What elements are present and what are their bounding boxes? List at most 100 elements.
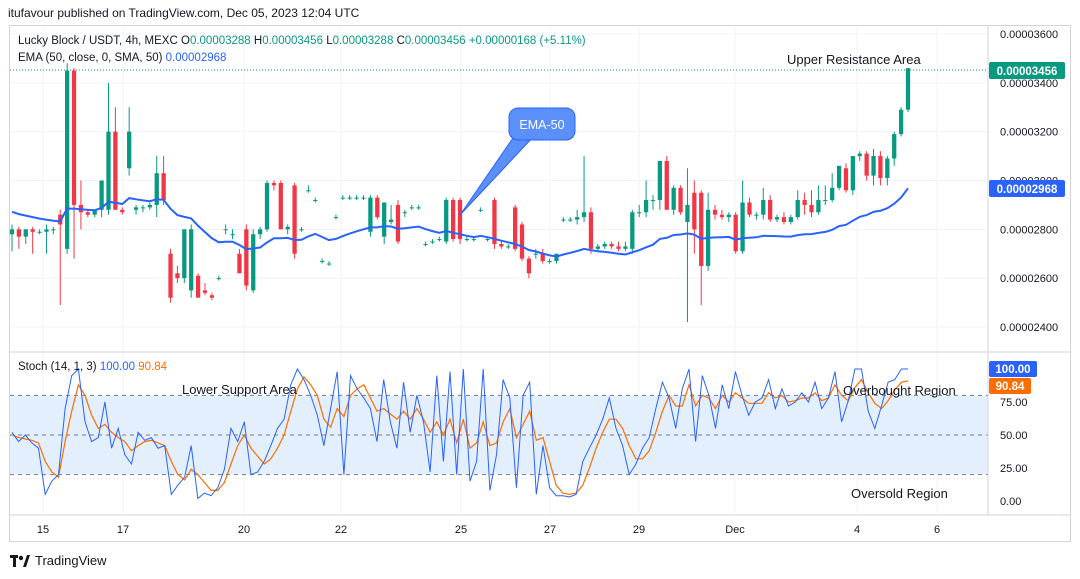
candle [209, 292, 215, 301]
open-value: 0.00003288 [189, 35, 251, 47]
candle-body [754, 214, 759, 216]
candle-body [898, 109, 904, 135]
open-label: O [180, 35, 190, 47]
candle [685, 168, 690, 323]
candle-body [795, 200, 800, 218]
candle-body [609, 243, 614, 247]
candle-body [85, 212, 90, 215]
candle-body [905, 68, 911, 110]
stoch-k-badge [989, 361, 1037, 377]
stoch-d-badge-text: 90.84 [996, 381, 1025, 393]
candle-body [99, 180, 104, 210]
candle [678, 185, 683, 215]
candle [898, 107, 904, 137]
candles-layer [9, 63, 911, 323]
candle [85, 209, 90, 218]
candle [30, 226, 35, 254]
candle [671, 185, 676, 215]
oversold-label: Oversold Region [851, 486, 948, 501]
candle [575, 209, 580, 225]
candle [216, 275, 221, 281]
candle [161, 156, 166, 205]
candle-body [499, 243, 504, 247]
candle [630, 209, 635, 254]
candle [478, 207, 483, 213]
candle-body [581, 212, 587, 218]
low-value: 0.00003288 [332, 35, 394, 47]
candle-body [664, 160, 669, 210]
candle-body [471, 239, 476, 241]
candle [71, 68, 77, 259]
candle-body [195, 275, 201, 298]
candle-body [850, 156, 855, 191]
stoch-d-value: 90.84 [138, 361, 167, 373]
candle [878, 151, 883, 186]
candle [285, 224, 290, 235]
candle-body [189, 229, 194, 291]
candle [195, 273, 201, 298]
tradingview-logo-icon [10, 554, 30, 567]
candle-body [533, 253, 538, 255]
candle-body [802, 200, 807, 205]
candle [588, 207, 594, 254]
candle-body [526, 258, 532, 274]
candle-body [733, 214, 738, 252]
candle [616, 241, 621, 252]
candle-body [292, 185, 297, 254]
candle [595, 243, 600, 252]
candle-body [37, 231, 42, 233]
candle-body [216, 278, 221, 280]
candle-body [506, 246, 511, 248]
candle [754, 212, 759, 220]
candle [44, 224, 49, 254]
candle-body [547, 261, 552, 263]
candle-body [175, 273, 180, 279]
candle-body [457, 200, 463, 240]
close-label: C [396, 35, 405, 47]
candle-body [402, 212, 407, 214]
candle-body [513, 207, 518, 249]
candle [340, 195, 345, 201]
candle [871, 148, 876, 186]
candle-body [747, 202, 752, 215]
candle-body [492, 200, 497, 244]
candle [802, 192, 807, 215]
candle-body [230, 234, 235, 236]
candle [857, 151, 862, 161]
stoch-k-value: 100.00 [99, 361, 136, 373]
candle [623, 241, 628, 252]
candle [244, 224, 249, 291]
candle [843, 163, 849, 193]
candle [223, 224, 228, 235]
candle [850, 156, 855, 196]
candle [650, 195, 656, 210]
candle-body [816, 200, 821, 213]
candle-body [692, 192, 697, 230]
candle [271, 180, 277, 191]
candle-body [209, 295, 215, 298]
candle [257, 226, 263, 240]
candle-body [464, 239, 470, 241]
candle [189, 224, 194, 298]
candle [836, 165, 842, 191]
candle-body [836, 165, 842, 188]
candle-body [264, 182, 270, 230]
price-tick-label: 0.00003400 [1000, 78, 1058, 90]
stoch-k-line [11, 367, 908, 500]
price-tick-label: 0.00002400 [1000, 322, 1058, 334]
candle-body [519, 224, 525, 259]
candle-body [561, 219, 566, 221]
candle [278, 180, 283, 230]
candle-body [278, 182, 283, 230]
candle-body [437, 239, 442, 241]
candle [499, 241, 504, 249]
candle-body [864, 153, 869, 176]
candle-body [788, 217, 793, 223]
candle [561, 217, 566, 223]
footer-brand[interactable]: TradingView [10, 553, 107, 568]
candle-body [726, 214, 731, 218]
high-label: H [253, 35, 263, 47]
candle-body [650, 200, 656, 202]
candle [16, 226, 22, 249]
